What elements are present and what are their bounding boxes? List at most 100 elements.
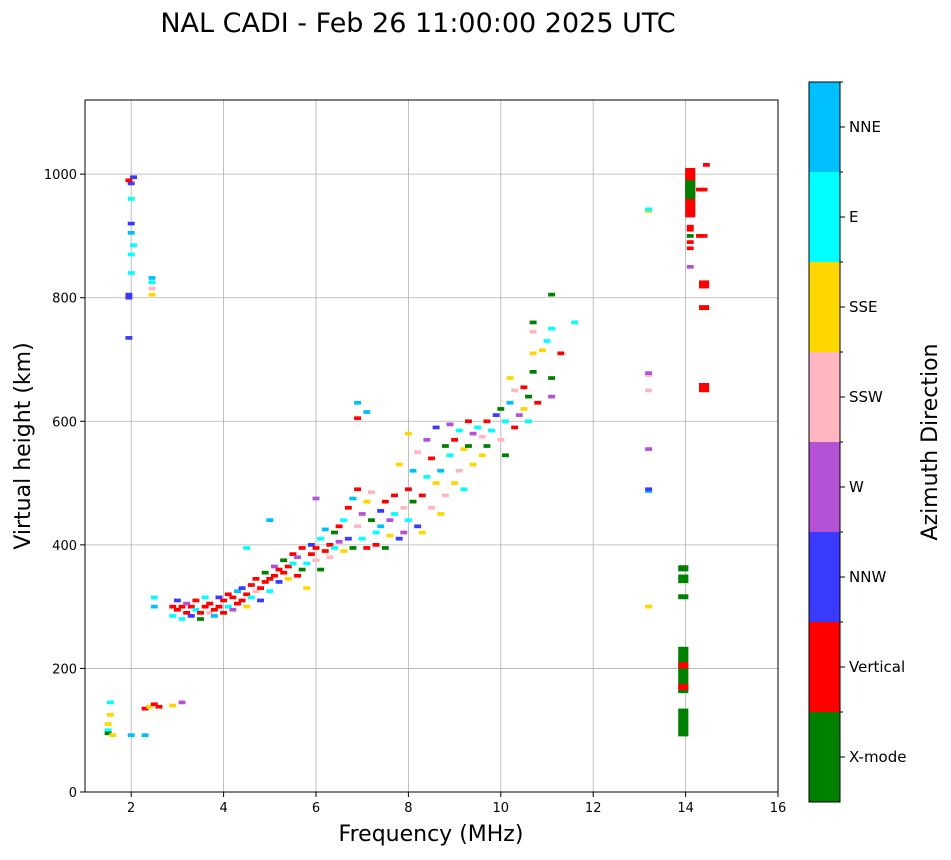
data-point [187, 614, 195, 618]
data-point [377, 509, 385, 513]
data-point [363, 546, 371, 550]
colorbar: X-mode Vertical NNW W SSW SSE E NNE [808, 81, 906, 803]
data-point [363, 410, 371, 414]
data-point [423, 475, 431, 479]
data-point [197, 617, 204, 621]
y-tick-label: 600 [52, 415, 77, 430]
data-point [148, 292, 156, 297]
data-point [437, 512, 445, 516]
data-point [183, 601, 191, 606]
data-marks [104, 163, 710, 738]
colorbar-tick-label: X-mode [849, 748, 906, 766]
data-point [289, 552, 297, 556]
data-point [506, 376, 514, 380]
data-point [247, 595, 255, 600]
data-point [511, 388, 519, 393]
data-point [404, 431, 412, 436]
colorbar-segment [809, 712, 840, 802]
data-point [127, 221, 135, 226]
x-tick-label: 6 [312, 801, 320, 816]
data-point [548, 376, 556, 380]
data-point [506, 400, 514, 405]
data-point [220, 610, 228, 615]
data-point [127, 271, 135, 275]
data-point [224, 592, 232, 597]
colorbar-segment [809, 532, 840, 622]
data-point [372, 530, 380, 535]
grid [85, 100, 779, 793]
y-tick-label: 200 [52, 662, 77, 677]
data-point [192, 607, 200, 612]
data-point [125, 295, 133, 300]
data-point [307, 552, 315, 556]
data-point [331, 530, 338, 535]
data-point [104, 722, 112, 726]
data-point [469, 431, 477, 436]
x-tick-label: 2 [127, 801, 135, 816]
data-point [106, 712, 114, 717]
data-point [229, 607, 237, 612]
data-point [428, 505, 435, 510]
data-point [169, 604, 177, 609]
data-point [312, 558, 320, 563]
data-point [354, 416, 362, 421]
data-point [451, 437, 459, 442]
data-point [270, 573, 278, 578]
data-point [238, 598, 246, 603]
data-point [418, 493, 426, 498]
data-point [686, 224, 694, 229]
data-point [317, 567, 325, 572]
data-point [695, 187, 703, 192]
data-point [312, 546, 320, 550]
data-point [645, 209, 653, 214]
data-point [169, 614, 177, 618]
data-point [243, 604, 251, 609]
data-point [257, 598, 265, 603]
data-point [483, 419, 491, 424]
data-point [469, 462, 477, 467]
colorbar-segment [809, 82, 840, 172]
data-point [127, 181, 135, 186]
data-point [270, 564, 278, 569]
x-tick-label: 14 [677, 801, 694, 816]
data-point [238, 586, 246, 590]
data-point [488, 428, 496, 433]
data-point [344, 536, 352, 541]
data-point [298, 567, 306, 572]
data-point [455, 428, 463, 433]
y-axis-label: Virtual height (km) [11, 342, 36, 549]
data-point [358, 512, 366, 516]
data-point [645, 388, 653, 393]
data-point [284, 576, 292, 581]
data-point [501, 419, 509, 424]
data-point [233, 589, 241, 594]
data-point [326, 543, 334, 547]
data-point [686, 246, 694, 251]
data-point [335, 539, 343, 544]
data-point [409, 468, 417, 473]
data-point [538, 348, 546, 353]
data-point [381, 499, 389, 504]
data-point [266, 518, 274, 522]
data-point [317, 536, 325, 541]
data-point [404, 487, 412, 492]
data-point [395, 536, 403, 541]
data-point [441, 493, 449, 498]
data-point [686, 240, 694, 244]
data-point [381, 546, 389, 550]
data-point [150, 702, 158, 707]
data-point [169, 703, 177, 708]
data-point [266, 576, 274, 581]
data-point [686, 227, 694, 232]
data-band [678, 683, 689, 691]
data-point [106, 700, 114, 705]
data-point [303, 561, 311, 566]
data-point [686, 264, 694, 269]
data-point [702, 163, 710, 167]
colorbar-segment [809, 352, 840, 442]
colorbar-tick-label: E [849, 208, 858, 226]
x-axis-label: Frequency (MHz) [339, 822, 524, 847]
data-band [678, 708, 689, 737]
data-point [686, 234, 694, 238]
